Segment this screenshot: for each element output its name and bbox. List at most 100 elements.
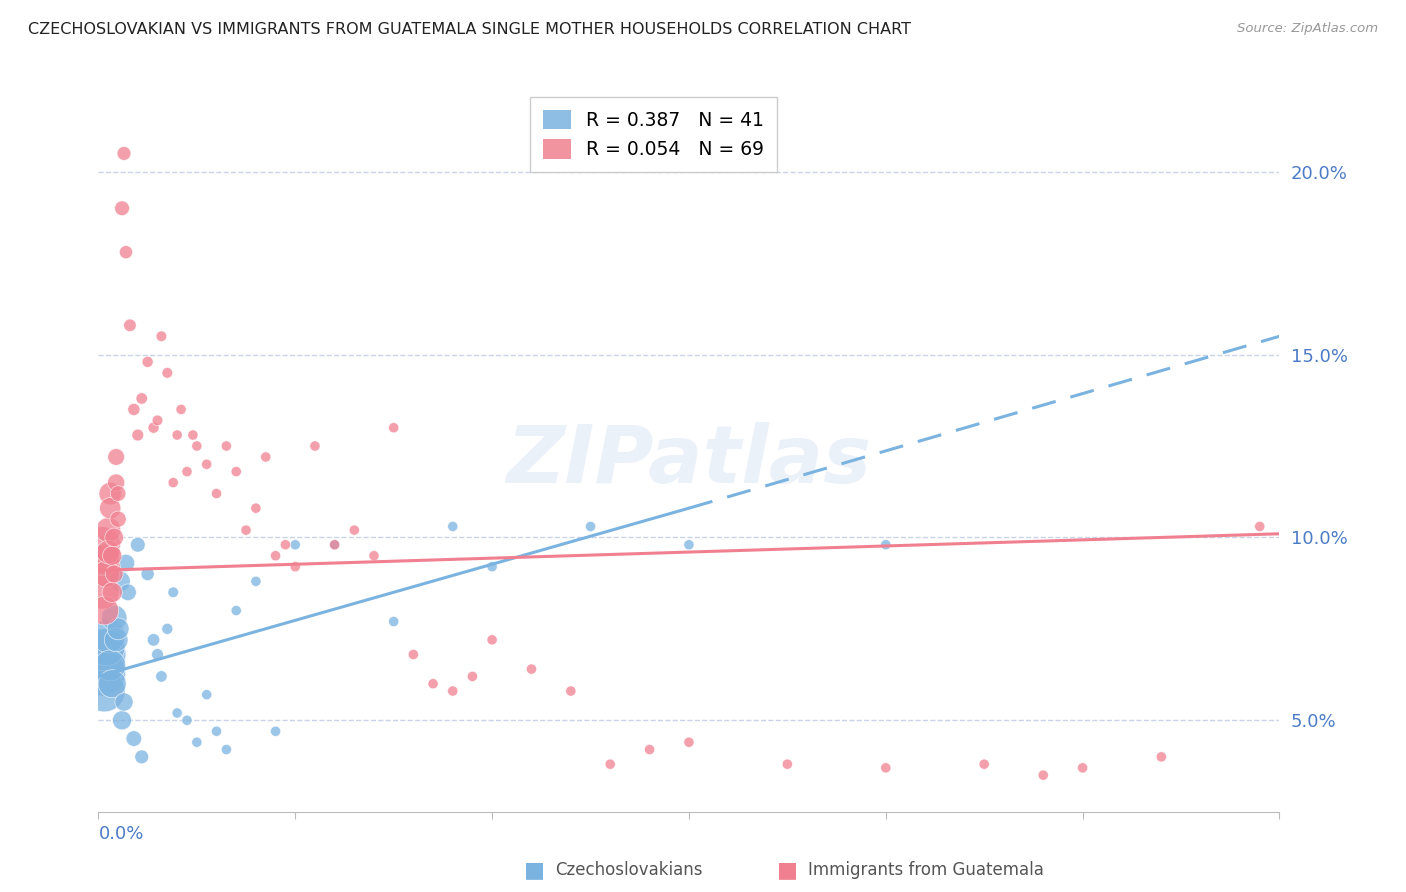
Point (98, 486, 121, 500)
Point (461, 669, 484, 683)
Point (107, 486, 129, 500)
Point (96, 567, 118, 582)
Point (245, 574, 267, 589)
Text: ■: ■ (524, 860, 544, 880)
Point (441, 684, 464, 698)
Point (150, 329, 173, 343)
Point (254, 450, 277, 464)
Point (103, 611, 125, 625)
Point (115, 245, 138, 260)
Point (107, 512, 129, 526)
Point (156, 622, 179, 636)
Point (108, 574, 131, 589)
Point (1032, 768, 1054, 782)
Text: Source: ZipAtlas.com: Source: ZipAtlas.com (1237, 22, 1378, 36)
Point (170, 402, 193, 417)
Point (323, 538, 346, 552)
Point (274, 538, 297, 552)
Point (195, 688, 218, 702)
Point (560, 684, 582, 698)
Point (678, 735, 700, 749)
Point (122, 402, 145, 417)
Point (1150, 749, 1173, 764)
Point (181, 428, 204, 442)
Point (111, 201, 134, 215)
Point (166, 428, 188, 442)
Text: ZIPatlas: ZIPatlas (506, 422, 872, 500)
Text: 0.0%: 0.0% (98, 825, 143, 843)
Point (1071, 761, 1094, 775)
Point (402, 648, 425, 662)
Point (118, 318, 141, 333)
Point (579, 519, 602, 533)
Point (107, 622, 129, 636)
Text: Czechoslovakians: Czechoslovakians (555, 861, 703, 879)
Point (382, 421, 405, 435)
Point (150, 669, 173, 683)
Point (422, 676, 444, 690)
Point (115, 556, 138, 570)
Point (235, 523, 257, 537)
Point (91, 665, 114, 680)
Point (146, 648, 169, 662)
Point (101, 676, 124, 690)
Point (105, 450, 128, 464)
Point (142, 632, 165, 647)
Point (162, 585, 184, 599)
Point (91, 538, 114, 552)
Point (304, 439, 326, 453)
Point (678, 538, 700, 552)
Point (215, 439, 238, 453)
Point (93, 603, 115, 617)
Text: Immigrants from Guatemala: Immigrants from Guatemala (808, 861, 1045, 879)
Point (127, 428, 149, 442)
Point (776, 757, 799, 772)
Point (638, 742, 661, 756)
Point (146, 413, 169, 427)
Point (225, 465, 247, 479)
Point (111, 714, 134, 728)
Point (89, 559, 111, 574)
Point (875, 538, 897, 552)
Point (205, 724, 228, 739)
Point (103, 567, 125, 582)
Point (142, 421, 165, 435)
Point (127, 538, 149, 552)
Point (264, 724, 287, 739)
Point (162, 475, 184, 490)
Point (131, 749, 153, 764)
Point (225, 603, 247, 617)
Point (101, 549, 124, 563)
Legend: R = 0.387   N = 41, R = 0.054   N = 69: R = 0.387 N = 41, R = 0.054 N = 69 (530, 97, 778, 172)
Point (195, 457, 218, 471)
Point (176, 714, 198, 728)
Point (93, 552, 115, 566)
Point (186, 735, 208, 749)
Point (122, 731, 145, 746)
Point (98, 501, 121, 516)
Point (205, 486, 228, 500)
Point (97, 523, 120, 537)
Point (97, 629, 120, 643)
Point (973, 757, 995, 772)
Point (264, 549, 287, 563)
Point (96, 640, 118, 655)
Point (89, 648, 111, 662)
Point (382, 615, 405, 629)
Point (284, 538, 307, 552)
Point (323, 538, 346, 552)
Point (112, 695, 135, 709)
Point (245, 501, 267, 516)
Point (1249, 519, 1271, 533)
Point (363, 549, 385, 563)
Point (481, 632, 503, 647)
Point (136, 567, 159, 582)
Point (875, 761, 897, 775)
Point (103, 530, 125, 544)
Point (599, 757, 621, 772)
Point (105, 632, 128, 647)
Point (101, 585, 124, 599)
Point (98, 658, 121, 673)
Point (215, 742, 238, 756)
Point (441, 519, 464, 533)
